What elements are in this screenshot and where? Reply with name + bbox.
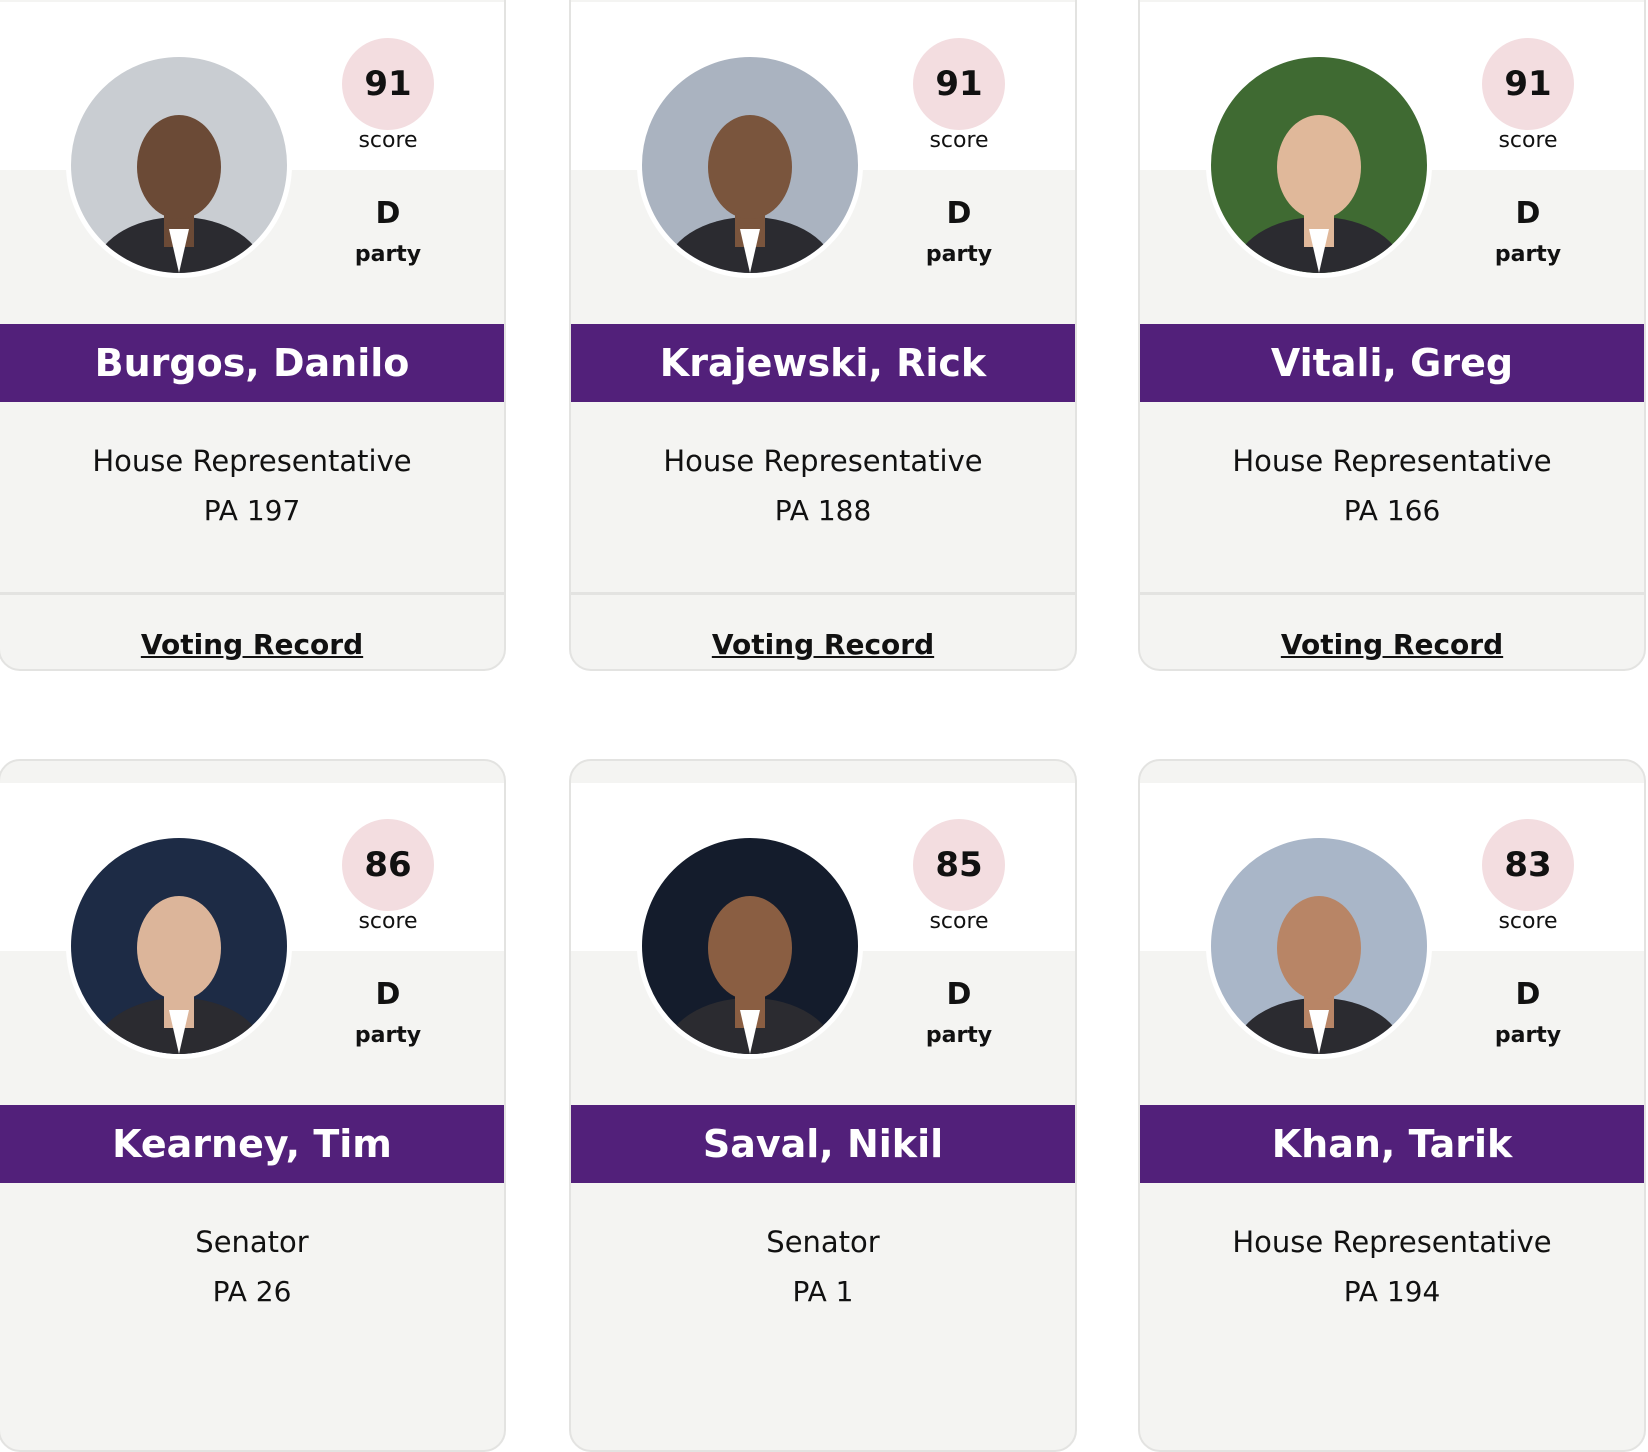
party-label: party bbox=[925, 242, 993, 267]
profile-photo bbox=[1206, 52, 1432, 278]
divider bbox=[1140, 592, 1644, 595]
photo-silhouette bbox=[1234, 896, 1404, 1054]
member-name: Khan, Tarik bbox=[1140, 1105, 1644, 1183]
party: D bbox=[1515, 196, 1541, 231]
score-badge: 91 bbox=[913, 38, 1005, 130]
district: PA 1 bbox=[792, 1275, 854, 1308]
district: PA 188 bbox=[774, 494, 872, 527]
party-label: party bbox=[1494, 242, 1562, 267]
member-name: Krajewski, Rick bbox=[571, 324, 1075, 402]
score-label: score bbox=[358, 909, 418, 934]
divider bbox=[0, 592, 504, 595]
party-label: party bbox=[1494, 1023, 1562, 1048]
photo-silhouette bbox=[1234, 115, 1404, 273]
score-label: score bbox=[929, 909, 989, 934]
profile-photo bbox=[66, 52, 292, 278]
photo-silhouette bbox=[94, 896, 264, 1054]
district: PA 26 bbox=[212, 1275, 292, 1308]
party: D bbox=[375, 196, 401, 231]
role: House Representative bbox=[663, 444, 983, 478]
score-badge: 83 bbox=[1482, 819, 1574, 911]
score-badge: 91 bbox=[1482, 38, 1574, 130]
profile-photo bbox=[637, 52, 863, 278]
party: D bbox=[946, 977, 972, 1012]
photo-silhouette bbox=[94, 115, 264, 273]
score-label: score bbox=[1498, 909, 1558, 934]
score-badge: 86 bbox=[342, 819, 434, 911]
party: D bbox=[375, 977, 401, 1012]
score-badge: 85 bbox=[913, 819, 1005, 911]
party: D bbox=[1515, 977, 1541, 1012]
district: PA 166 bbox=[1343, 494, 1441, 527]
member-name: Burgos, Danilo bbox=[0, 324, 504, 402]
profile-photo bbox=[637, 833, 863, 1059]
divider bbox=[571, 592, 1075, 595]
role: House Representative bbox=[1232, 444, 1552, 478]
role: Senator bbox=[195, 1225, 309, 1259]
profile-photo bbox=[66, 833, 292, 1059]
district: PA 197 bbox=[203, 494, 301, 527]
party: D bbox=[946, 196, 972, 231]
role: House Representative bbox=[92, 444, 412, 478]
role: House Representative bbox=[1232, 1225, 1552, 1259]
voting-record-link[interactable]: Voting Record bbox=[711, 628, 935, 661]
role: Senator bbox=[766, 1225, 880, 1259]
score-badge: 91 bbox=[342, 38, 434, 130]
member-name: Kearney, Tim bbox=[0, 1105, 504, 1183]
member-name: Vitali, Greg bbox=[1140, 324, 1644, 402]
score-label: score bbox=[1498, 128, 1558, 153]
voting-record-link[interactable]: Voting Record bbox=[1280, 628, 1504, 661]
photo-silhouette bbox=[665, 896, 835, 1054]
member-name: Saval, Nikil bbox=[571, 1105, 1075, 1183]
party-label: party bbox=[354, 1023, 422, 1048]
score-label: score bbox=[358, 128, 418, 153]
profile-photo bbox=[1206, 833, 1432, 1059]
party-label: party bbox=[925, 1023, 993, 1048]
voting-record-link[interactable]: Voting Record bbox=[140, 628, 364, 661]
score-label: score bbox=[929, 128, 989, 153]
party-label: party bbox=[354, 242, 422, 267]
district: PA 194 bbox=[1343, 1275, 1441, 1308]
photo-silhouette bbox=[665, 115, 835, 273]
